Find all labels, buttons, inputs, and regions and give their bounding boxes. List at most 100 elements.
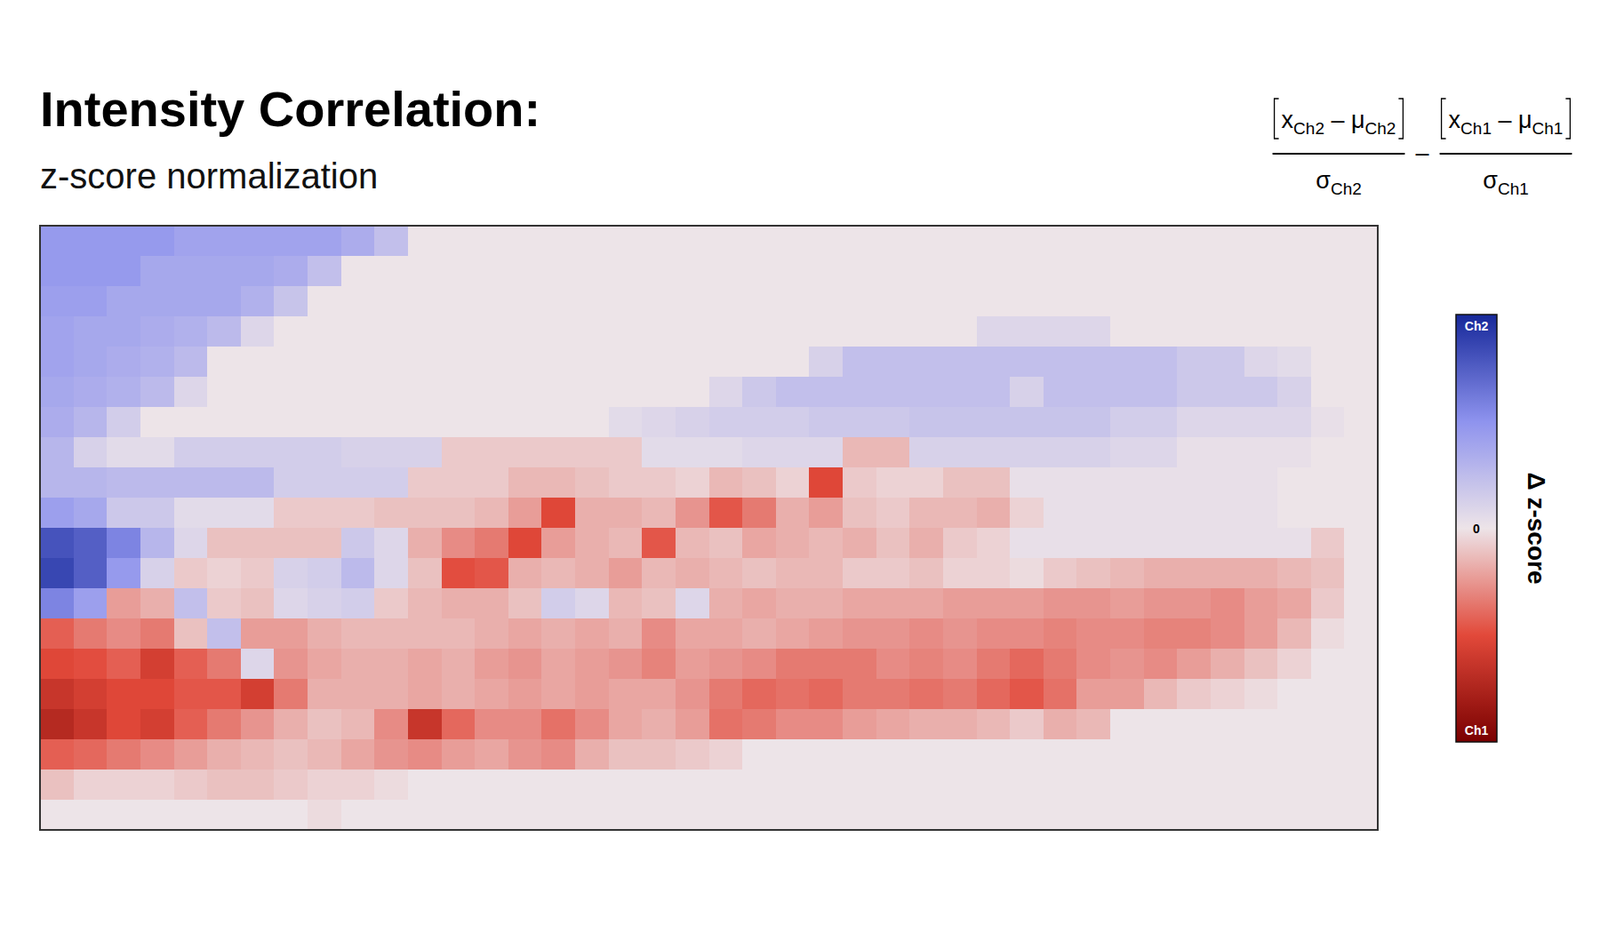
heatmap-cell <box>1144 528 1178 560</box>
heatmap-cell <box>608 376 643 408</box>
heatmap-cell <box>1244 588 1279 620</box>
heatmap-cell <box>307 497 342 529</box>
heatmap-cell <box>709 739 744 771</box>
heatmap-cell <box>240 497 275 529</box>
heatmap-cell <box>1110 225 1144 257</box>
heatmap-cell <box>1009 769 1044 801</box>
heatmap-cell <box>40 679 74 711</box>
formula-subscript: Ch1 <box>1497 179 1529 199</box>
heatmap-cell <box>408 497 442 529</box>
heatmap-cell <box>1210 800 1245 831</box>
heatmap-cell <box>174 800 208 831</box>
heatmap-cell <box>842 588 877 620</box>
heatmap-cell <box>608 528 643 560</box>
heatmap-cell <box>1210 709 1245 741</box>
heatmap-cell <box>742 648 776 680</box>
heatmap-cell <box>608 286 643 318</box>
heatmap-cell <box>474 739 509 771</box>
heatmap-cell <box>641 709 676 741</box>
heatmap-cell <box>1311 407 1345 439</box>
heatmap-cell <box>374 679 408 711</box>
heatmap-cell <box>976 376 1011 408</box>
heatmap-cell <box>1176 256 1211 288</box>
heatmap-cell <box>1176 316 1211 348</box>
heatmap-cell <box>374 467 408 499</box>
heatmap-cell <box>1176 286 1211 318</box>
colorbar-tick-label: Ch1 <box>1464 723 1489 738</box>
heatmap-cell <box>1076 437 1111 469</box>
heatmap-cell <box>608 437 643 469</box>
heatmap-cell <box>207 648 241 680</box>
heatmap-cell <box>808 528 843 560</box>
heatmap-cell <box>709 467 744 499</box>
heatmap-cell <box>508 286 543 318</box>
heatmap-cell <box>1176 648 1211 680</box>
formula-symbol: μ <box>1518 106 1533 134</box>
heatmap-cell <box>40 316 74 348</box>
heatmap-cell <box>240 558 275 590</box>
heatmap-cell <box>1244 769 1279 801</box>
heatmap-cell <box>1311 528 1345 560</box>
heatmap-cell <box>1176 497 1211 529</box>
heatmap-cell <box>174 618 208 650</box>
heatmap-cell <box>675 346 710 378</box>
heatmap-cell <box>1277 407 1312 439</box>
heatmap-cell <box>1144 739 1178 771</box>
heatmap-cell <box>1043 346 1078 378</box>
heatmap-cell <box>776 709 810 741</box>
formula-symbol: σ <box>1315 167 1331 194</box>
heatmap-cell <box>808 316 843 348</box>
heatmap-cell <box>140 528 175 560</box>
heatmap-cell <box>174 437 208 469</box>
heatmap-cell <box>608 739 643 771</box>
heatmap-cell <box>40 588 74 620</box>
heatmap-cell <box>1311 618 1345 650</box>
heatmap-cell <box>641 528 676 560</box>
heatmap-cell <box>174 376 208 408</box>
heatmap-cell <box>140 618 175 650</box>
heatmap-cell <box>408 286 442 318</box>
heatmap-cell <box>408 588 442 620</box>
heatmap-cell <box>575 769 609 801</box>
heatmap-cell <box>508 407 543 439</box>
heatmap-cell <box>876 558 911 590</box>
heatmap-cell <box>441 346 476 378</box>
heatmap-cell <box>1110 709 1144 741</box>
heatmap-cell <box>709 800 744 831</box>
heatmap-cell <box>341 528 376 560</box>
heatmap-cell <box>1076 376 1111 408</box>
heatmap-cell <box>40 225 74 257</box>
heatmap-cell <box>1244 346 1279 378</box>
heatmap-cell <box>842 528 877 560</box>
heatmap-cell <box>641 679 676 711</box>
heatmap-cell <box>976 800 1011 831</box>
heatmap-cell <box>1244 800 1279 831</box>
heatmap-cell <box>909 588 944 620</box>
heatmap-cell <box>808 588 843 620</box>
heatmap-cell <box>608 648 643 680</box>
heatmap-cell <box>307 648 342 680</box>
heatmap-cell <box>408 346 442 378</box>
heatmap-cell <box>307 437 342 469</box>
heatmap-cell <box>1110 286 1144 318</box>
heatmap-cell <box>1076 286 1111 318</box>
heatmap-cell <box>1277 648 1312 680</box>
heatmap-cell <box>341 739 376 771</box>
heatmap-cell <box>374 558 408 590</box>
heatmap-cell <box>240 679 275 711</box>
heatmap-cell <box>140 588 175 620</box>
heatmap-cell <box>1009 588 1044 620</box>
heatmap-cell <box>40 407 74 439</box>
colorbar-gradient <box>1456 314 1497 743</box>
heatmap-cell <box>608 346 643 378</box>
heatmap-cell <box>374 437 408 469</box>
heatmap-cell <box>174 588 208 620</box>
heatmap-cell <box>876 769 911 801</box>
heatmap-cell <box>1277 437 1312 469</box>
heatmap-cell <box>106 709 141 741</box>
formula-symbol: – <box>1491 106 1519 134</box>
heatmap-cell <box>675 558 710 590</box>
heatmap-cell <box>106 588 141 620</box>
heatmap-cell <box>174 648 208 680</box>
heatmap-cell <box>608 558 643 590</box>
